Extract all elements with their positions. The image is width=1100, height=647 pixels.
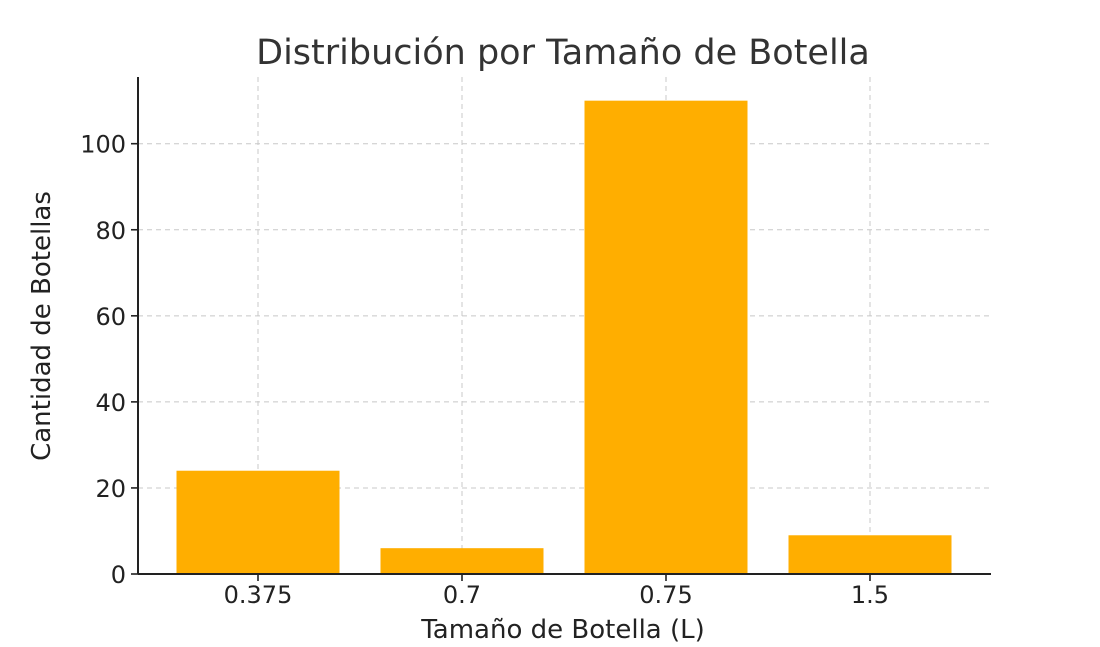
x-tick-label: 0.7 [443,581,481,609]
bar-0.7 [380,548,544,574]
x-tick-label: 0.75 [639,581,692,609]
bars [176,100,952,575]
y-axis-label: Cantidad de Botellas [27,191,57,461]
x-tick-label: 0.375 [224,581,293,609]
ticks: 0 20 40 60 80 100 0.375 0.7 0.75 1.5 [80,131,889,609]
chart-title: Distribución por Tamaño de Botella [256,33,870,73]
y-tick-label: 100 [80,131,126,159]
y-tick-label: 40 [95,389,126,417]
y-tick-label: 20 [95,475,126,503]
x-tick-label: 1.5 [851,581,889,609]
bar-1.5 [788,535,952,574]
y-tick-label: 0 [111,561,126,589]
axes [137,77,991,575]
bar-0.75 [584,100,748,575]
y-tick-label: 60 [95,303,126,331]
bar-0.375 [176,470,340,574]
x-axis-label: Tamaño de Botella (L) [420,615,705,645]
y-tick-label: 80 [95,217,126,245]
